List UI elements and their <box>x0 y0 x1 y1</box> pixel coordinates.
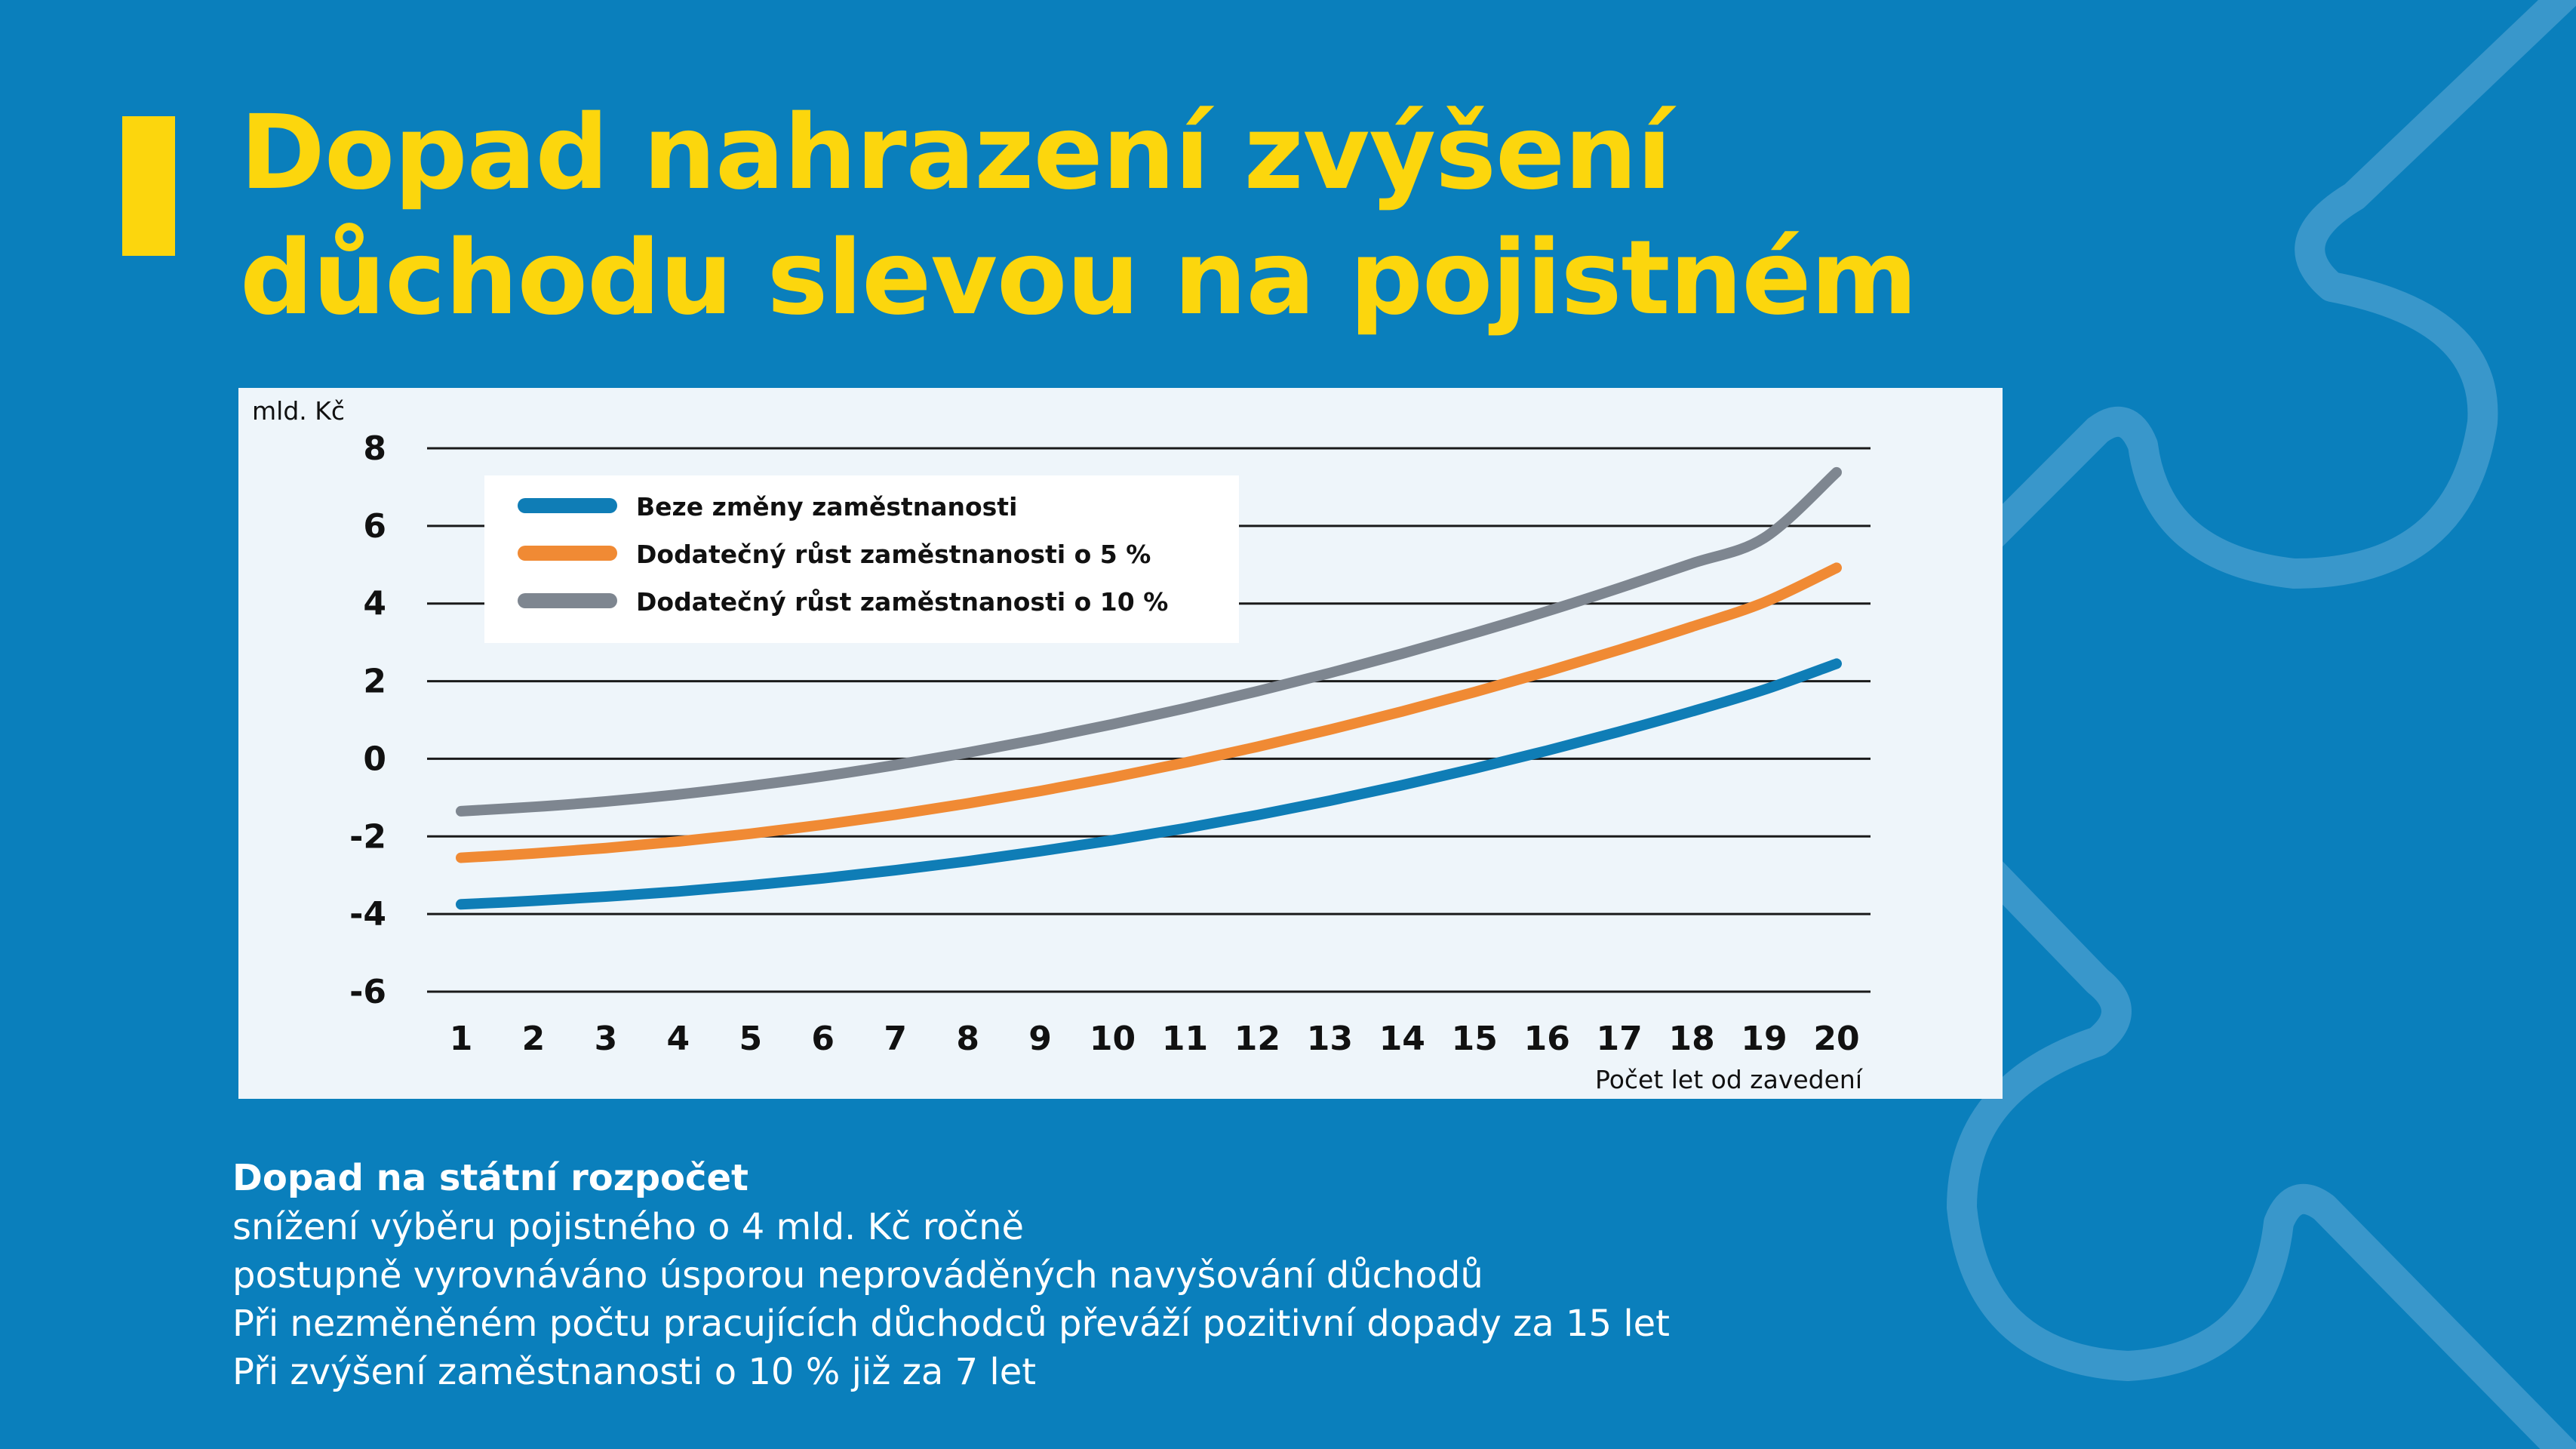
x-tick-label: 5 <box>739 1020 762 1058</box>
page-title: Dopad nahrazení zvýšení důchodu slevou n… <box>240 91 1917 341</box>
y-tick-label: 6 <box>363 507 386 546</box>
y-tick-label: 0 <box>363 740 386 778</box>
x-tick-label: 11 <box>1162 1020 1208 1058</box>
x-tick-label: 8 <box>956 1020 979 1058</box>
y-tick-label: -6 <box>349 973 386 1011</box>
x-tick-label: 14 <box>1379 1020 1425 1058</box>
x-tick-label: 7 <box>884 1020 907 1058</box>
series-line <box>456 562 1842 863</box>
x-tick-label: 3 <box>595 1020 618 1058</box>
x-tick-label: 18 <box>1668 1020 1714 1058</box>
x-tick-label: 13 <box>1307 1020 1353 1058</box>
summary-line: Při nezměněném počtu pracujících důchodc… <box>232 1303 1670 1345</box>
summary-heading: Dopad na státní rozpočet <box>232 1157 749 1199</box>
legend-label: Dodatečný růst zaměstnanosti o 10 % <box>636 587 1168 617</box>
x-axis-label: Počet let od zavedení <box>1595 1065 1864 1094</box>
budget-impact-summary: Dopad na státní rozpočet snížení výběru … <box>232 1153 1670 1396</box>
chart-card: mld. Kč 8 6 4 2 0 -2 -4 -6 1 2 3 4 5 6 7 8 9 10 11 12 13 14 15 1… <box>238 388 2003 1099</box>
x-tick-label: 1 <box>450 1020 473 1058</box>
title-accent-bar <box>122 116 175 256</box>
y-tick-label: 8 <box>363 429 386 468</box>
y-tick-label: 4 <box>363 585 386 623</box>
summary-line: snížení výběru pojistného o 4 mld. Kč ro… <box>232 1206 1025 1248</box>
y-tick-label: 2 <box>363 663 386 701</box>
x-tick-label: 20 <box>1813 1020 1859 1058</box>
x-tick-label: 16 <box>1524 1020 1570 1058</box>
summary-line: Při zvýšení zaměstnanosti o 10 % již za … <box>232 1351 1037 1393</box>
x-tick-label: 17 <box>1597 1020 1643 1058</box>
x-tick-label: 4 <box>667 1020 690 1058</box>
legend-label: Dodatečný růst zaměstnanosti o 5 % <box>636 540 1151 569</box>
y-axis-label: mld. Kč <box>252 396 345 426</box>
series-line <box>456 466 1842 817</box>
summary-line: postupně vyrovnáváno úsporou neprováděný… <box>232 1254 1483 1297</box>
x-tick-label: 19 <box>1741 1020 1787 1058</box>
x-tick-label: 2 <box>522 1020 546 1058</box>
x-tick-label: 6 <box>811 1020 835 1058</box>
x-tick-label: 15 <box>1452 1020 1498 1058</box>
legend-label: Beze změny zaměstnanosti <box>636 492 1017 521</box>
y-tick-label: -4 <box>349 895 386 934</box>
x-tick-label: 9 <box>1028 1020 1052 1058</box>
title-line: Dopad nahrazení zvýšení <box>240 94 1672 213</box>
y-tick-label: -2 <box>349 817 386 856</box>
series-line <box>456 658 1842 910</box>
x-tick-label: 12 <box>1234 1020 1280 1058</box>
title-line: důchodu slevou na pojistném <box>240 219 1917 338</box>
x-tick-label: 10 <box>1090 1020 1136 1058</box>
